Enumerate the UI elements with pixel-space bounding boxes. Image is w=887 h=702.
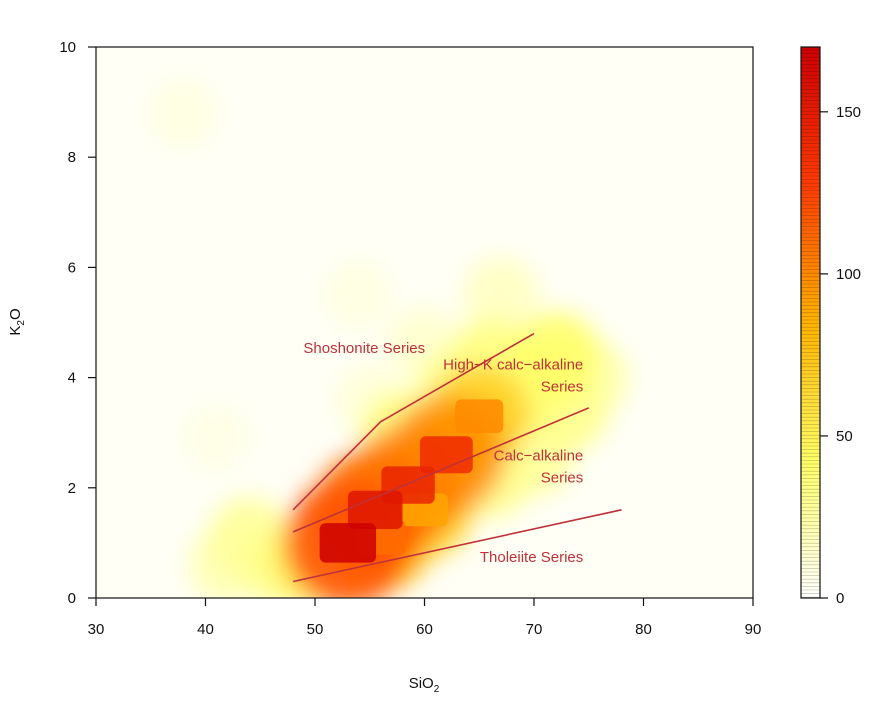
colorbar-tick-label: 50 xyxy=(836,428,853,445)
x-axis-title: SiO2 xyxy=(409,675,440,695)
colorbar: 0 50 100 150 xyxy=(800,46,861,607)
density-peak xyxy=(319,523,377,563)
high-k-label: High−K calc−alkaline Series xyxy=(443,356,583,395)
colorbar-tick-label: 0 xyxy=(836,590,844,607)
density-layer xyxy=(148,77,629,598)
colorbar-gradient xyxy=(801,47,820,598)
x-tick-label: 40 xyxy=(197,621,214,638)
x-tick-label: 60 xyxy=(416,621,433,638)
density-peak xyxy=(455,399,504,433)
calc-alkaline-label: Calc−alkaline Series xyxy=(494,447,584,486)
density-cell xyxy=(181,403,252,474)
colorbar-frame xyxy=(800,46,821,599)
x-tick-label: 30 xyxy=(88,621,105,638)
shoshonite-label-line: Shoshonite Series xyxy=(303,340,425,357)
high-k-label-line: Series xyxy=(541,378,584,395)
high-k-label-line: High−K calc−alkaline xyxy=(443,356,583,373)
shoshonite-label: Shoshonite Series xyxy=(303,340,425,357)
x-axis-title-sub: 2 xyxy=(434,684,440,695)
x-axis-title-base: SiO xyxy=(409,675,434,692)
x-axis: 30 40 50 60 70 80 90 xyxy=(88,598,762,638)
high-k-boundary xyxy=(292,407,590,533)
calc-alkaline-boundary xyxy=(292,509,622,583)
y-tick-label: 0 xyxy=(68,590,76,607)
series-annotations: Shoshonite Series High−K calc−alkaline Ser… xyxy=(303,340,583,566)
calc-alkaline-label-line: Calc−alkaline xyxy=(494,447,584,464)
y-tick-label: 6 xyxy=(68,259,76,276)
density-cell xyxy=(323,259,394,331)
x-tick-label: 90 xyxy=(745,621,762,638)
density-cores xyxy=(319,399,504,563)
boundary-lines xyxy=(292,332,622,583)
y-axis-title-base: K xyxy=(7,326,24,336)
y-tick-label: 4 xyxy=(68,370,76,387)
shoshonite-boundary xyxy=(292,332,535,511)
tholeiite-label: Tholeiite Series xyxy=(480,549,583,566)
density-peak xyxy=(420,436,473,474)
x-tick-label: 70 xyxy=(526,621,543,638)
calc-alkaline-label-line: Series xyxy=(541,469,584,486)
tholeiite-label-line: Tholeiite Series xyxy=(480,549,583,566)
y-axis-title: K2O xyxy=(7,308,27,335)
y-axis-title-sub: 2 xyxy=(16,320,27,326)
y-tick-label: 2 xyxy=(68,480,76,497)
x-tick-label: 50 xyxy=(307,621,324,638)
density-peak xyxy=(347,490,403,529)
y-axis-title-tail: O xyxy=(7,308,24,320)
density-cell xyxy=(148,77,219,149)
x-tick-label: 80 xyxy=(635,621,652,638)
y-axis: 0 2 4 6 8 10 xyxy=(59,39,96,607)
y-tick-label: 10 xyxy=(59,39,76,56)
colorbar-tick-label: 100 xyxy=(836,266,861,283)
density-cell xyxy=(463,257,539,333)
y-tick-label: 8 xyxy=(68,149,76,166)
colorbar-tick-label: 150 xyxy=(836,104,861,121)
